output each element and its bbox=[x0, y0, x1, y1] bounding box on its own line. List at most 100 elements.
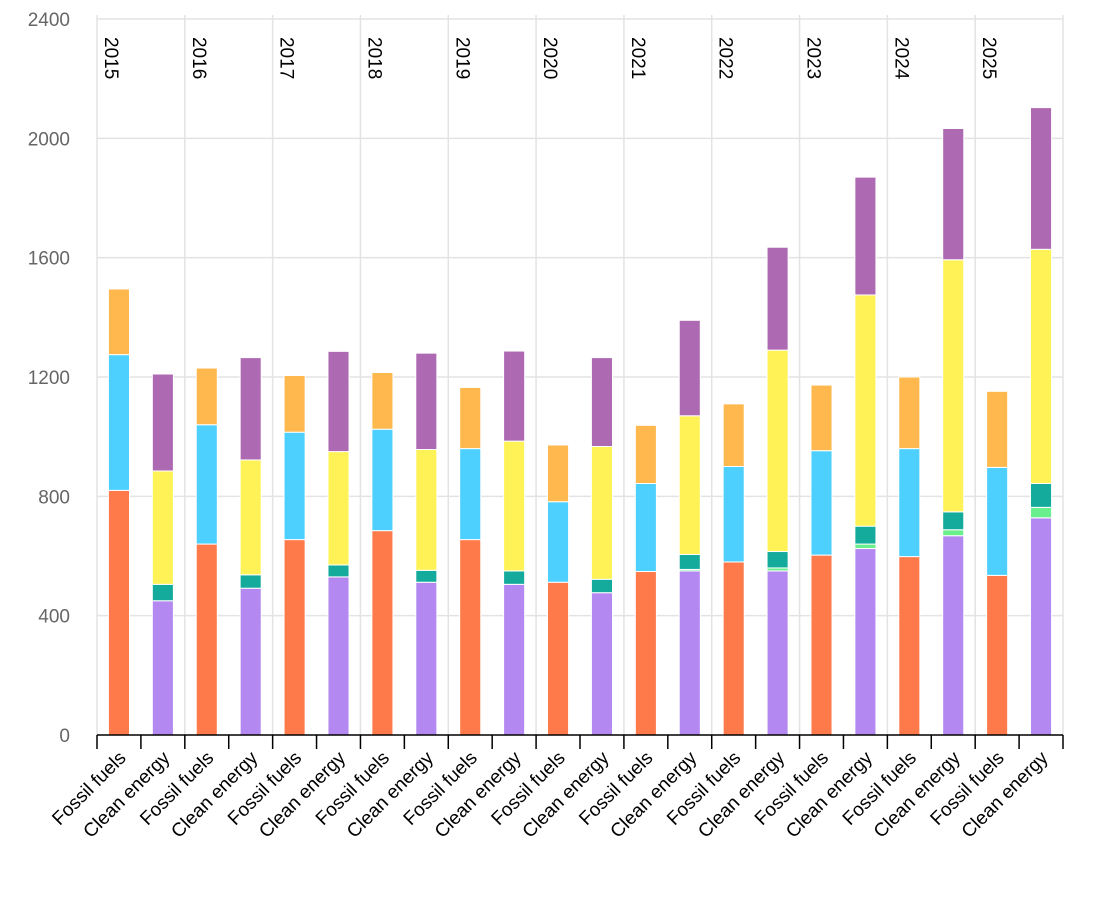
clean-energy-bar-segment-2024 bbox=[942, 259, 965, 513]
fossil-fuels-bar-segment-2023 bbox=[810, 554, 833, 736]
y-tick-label: 1600 bbox=[28, 249, 70, 270]
fossil-fuels-bar-segment-2019 bbox=[459, 386, 482, 450]
clean-energy-bar-segment-2016 bbox=[239, 574, 262, 589]
fossil-fuels-bar-segment-2020 bbox=[547, 444, 570, 503]
year-label: 2017 bbox=[276, 37, 297, 79]
clean-energy-bar-segment-2020 bbox=[590, 446, 613, 580]
clean-energy-bar-segment-2023 bbox=[854, 525, 877, 545]
clean-energy-bar-segment-2016 bbox=[239, 459, 262, 576]
clean-energy-bar-segment-2018 bbox=[415, 448, 438, 571]
clean-energy-bar-segment-2019 bbox=[503, 570, 526, 585]
clean-energy-bar-segment-2017 bbox=[327, 350, 350, 453]
y-tick-label: 0 bbox=[59, 726, 70, 747]
fossil-fuels-bar-segment-2024 bbox=[898, 376, 921, 450]
fossil-fuels-bar-segment-2021 bbox=[634, 571, 657, 736]
year-label: 2020 bbox=[539, 37, 560, 79]
y-tick-label: 2000 bbox=[28, 129, 70, 150]
fossil-fuels-bar-segment-2016 bbox=[195, 367, 218, 426]
bars bbox=[107, 107, 1053, 736]
clean-energy-bar-segment-2015 bbox=[151, 600, 174, 736]
clean-energy-bar-segment-2023 bbox=[854, 176, 877, 296]
year-label: 2021 bbox=[627, 37, 648, 79]
fossil-fuels-bar-segment-2025 bbox=[986, 574, 1009, 736]
clean-energy-bar-segment-2021 bbox=[678, 554, 701, 570]
y-tick-label: 1200 bbox=[28, 368, 70, 389]
clean-energy-bar-segment-2022 bbox=[766, 570, 789, 736]
fossil-fuels-bar-segment-2015 bbox=[107, 288, 130, 356]
fossil-fuels-bar-segment-2024 bbox=[898, 448, 921, 558]
clean-energy-bar-segment-2020 bbox=[590, 357, 613, 448]
clean-energy-bar-segment-2020 bbox=[590, 592, 613, 736]
clean-energy-bar-segment-2023 bbox=[854, 294, 877, 527]
fossil-fuels-bar-segment-2017 bbox=[283, 539, 306, 736]
clean-energy-bar-segment-2019 bbox=[503, 350, 526, 442]
clean-energy-bar-segment-2015 bbox=[151, 583, 174, 602]
clean-energy-bar-segment-2019 bbox=[503, 440, 526, 572]
year-labels: 2015 2016 2017 2018 2019 2020 2021 2022 2023 2024… bbox=[100, 37, 999, 80]
fossil-fuels-bar-segment-2023 bbox=[810, 450, 833, 556]
clean-energy-bar-segment-2018 bbox=[415, 352, 438, 450]
fossil-fuels-bar-segment-2023 bbox=[810, 384, 833, 452]
fossil-fuels-bar-segment-2020 bbox=[547, 501, 570, 583]
fossil-fuels-bar-segment-2019 bbox=[459, 448, 482, 541]
year-separators bbox=[96, 15, 1064, 735]
fossil-fuels-bar-segment-2020 bbox=[547, 581, 570, 736]
y-axis: 0 400 800 1200 1600 2000 2400 bbox=[28, 10, 70, 747]
clean-energy-bar-segment-2015 bbox=[151, 470, 174, 585]
fossil-fuels-bar-segment-2018 bbox=[371, 530, 394, 736]
clean-energy-bar-segment-2025 bbox=[1030, 107, 1053, 250]
fossil-fuels-bar-segment-2021 bbox=[634, 483, 657, 573]
fossil-fuels-bar-segment-2025 bbox=[986, 466, 1009, 576]
clean-energy-bar-segment-2025 bbox=[1030, 483, 1053, 508]
clean-energy-bar-segment-2025 bbox=[1030, 248, 1053, 485]
fossil-fuels-bar-segment-2017 bbox=[283, 431, 306, 541]
clean-energy-bar-segment-2017 bbox=[327, 451, 350, 566]
clean-energy-bar-segment-2018 bbox=[415, 581, 438, 736]
clean-energy-bar-segment-2022 bbox=[766, 246, 789, 351]
fossil-fuels-bar-segment-2015 bbox=[107, 489, 130, 736]
fossil-fuels-bar-segment-2018 bbox=[371, 372, 394, 430]
clean-energy-bar-segment-2024 bbox=[942, 529, 965, 537]
clean-energy-bar-segment-2024 bbox=[942, 511, 965, 531]
fossil-fuels-bar-segment-2019 bbox=[459, 539, 482, 736]
clean-energy-bar-segment-2017 bbox=[327, 576, 350, 736]
clean-energy-bar-segment-2021 bbox=[678, 570, 701, 736]
fossil-fuels-bar-segment-2022 bbox=[722, 466, 745, 563]
fossil-fuels-bar-segment-2016 bbox=[195, 424, 218, 545]
y-tick-label: 800 bbox=[38, 487, 70, 508]
fossil-fuels-bar-segment-2022 bbox=[722, 561, 745, 736]
year-label: 2018 bbox=[363, 37, 384, 79]
clean-energy-bar-segment-2020 bbox=[590, 578, 613, 594]
year-label: 2016 bbox=[188, 37, 209, 79]
fossil-fuels-bar-segment-2024 bbox=[898, 556, 921, 736]
y-tick-label: 2400 bbox=[28, 10, 70, 31]
fossil-fuels-bar-segment-2016 bbox=[195, 543, 218, 736]
clean-energy-bar-segment-2023 bbox=[854, 548, 877, 736]
clean-energy-bar-segment-2023 bbox=[854, 543, 877, 550]
fossil-fuels-bar-segment-2022 bbox=[722, 403, 745, 468]
y-tick-label: 400 bbox=[38, 607, 70, 628]
fossil-fuels-bar-segment-2017 bbox=[283, 375, 306, 433]
clean-energy-bar-segment-2022 bbox=[766, 349, 789, 553]
fossil-fuels-bar-segment-2018 bbox=[371, 428, 394, 532]
year-label: 2023 bbox=[803, 37, 824, 79]
fossil-fuels-bar-segment-2025 bbox=[986, 390, 1009, 468]
clean-energy-bar-segment-2025 bbox=[1030, 506, 1053, 519]
year-label: 2024 bbox=[890, 37, 911, 80]
year-label: 2022 bbox=[715, 37, 736, 79]
clean-energy-bar-segment-2025 bbox=[1030, 517, 1053, 736]
clean-energy-bar-segment-2018 bbox=[415, 569, 438, 583]
clean-energy-bar-segment-2022 bbox=[766, 551, 789, 569]
clean-energy-bar-segment-2024 bbox=[942, 535, 965, 736]
clean-energy-bar-segment-2019 bbox=[503, 583, 526, 736]
clean-energy-bar-segment-2016 bbox=[239, 587, 262, 736]
clean-energy-bar-segment-2021 bbox=[678, 415, 701, 556]
year-label: 2019 bbox=[451, 37, 472, 79]
clean-energy-bar-segment-2021 bbox=[678, 319, 701, 417]
year-label: 2015 bbox=[100, 37, 121, 79]
fossil-fuels-bar-segment-2015 bbox=[107, 354, 130, 491]
clean-energy-bar-segment-2015 bbox=[151, 373, 174, 472]
fossil-fuels-bar-segment-2021 bbox=[634, 424, 657, 485]
